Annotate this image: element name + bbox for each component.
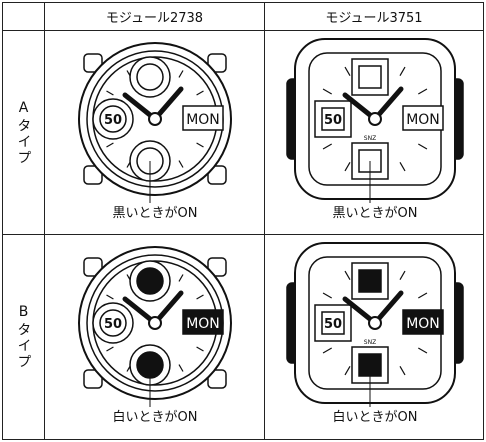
row-label: Bタイプ (2, 234, 45, 440)
hand-pin (368, 316, 382, 330)
day-display: MON (186, 112, 220, 128)
dial-tick (196, 90, 204, 96)
subdial-label: SNZ (364, 339, 376, 346)
subdial-center (136, 63, 164, 91)
watch-cell: 50 MON 黒いときがON (44, 30, 265, 235)
seconds-display: 50 (324, 113, 342, 128)
dial-tick (106, 90, 114, 96)
subdial-center (358, 65, 382, 89)
watch-illustration: 50 MON 黒いときがON (78, 42, 232, 221)
subdial-label: SNZ (364, 135, 376, 142)
dial-tick (196, 346, 204, 352)
dial-tick (344, 162, 351, 172)
dial-tick (418, 292, 428, 299)
watch-illustration: 50 SNZ MON 黒いときがON (286, 38, 464, 221)
subdial-center (321, 311, 345, 335)
dial-tick (344, 270, 351, 280)
dial-tick (178, 364, 184, 372)
dial-tick (322, 347, 332, 354)
watch-illustration: 50 SNZ MON 白いときがON (286, 242, 464, 425)
watch-cell: 50 SNZ MON 黒いときがON (264, 30, 484, 235)
dial-tick (196, 294, 204, 300)
digital-window (402, 105, 444, 131)
lug (207, 257, 227, 277)
dial-tick (418, 143, 428, 150)
seconds-display: 50 (324, 317, 342, 332)
corner-cell (2, 2, 45, 31)
dial-tick (344, 366, 351, 376)
column-header: モジュール2738 (44, 2, 265, 31)
dial-tick (399, 162, 406, 172)
watch-cell: 50 SNZ MON 白いときがON (264, 234, 484, 440)
day-display: MON (406, 316, 440, 332)
subdial-center (136, 267, 164, 295)
dial-tick (399, 366, 406, 376)
dial-tick (322, 292, 332, 299)
lug (83, 165, 103, 185)
dial-tick (344, 66, 351, 76)
lug (207, 165, 227, 185)
digital-window (402, 309, 444, 335)
subdial-center (99, 105, 127, 133)
dial-tick (196, 142, 204, 148)
dial-tick (322, 143, 332, 150)
hand-pin (148, 112, 162, 126)
lug (83, 257, 103, 277)
caption: 白いときがON (113, 409, 198, 425)
caption: 白いときがON (333, 409, 418, 425)
day-display: MON (406, 112, 440, 128)
digital-window (182, 309, 224, 335)
watch-illustration: 50 MON 白いときがON (78, 246, 232, 425)
seconds-display: 50 (104, 317, 122, 332)
dial-tick (322, 88, 332, 95)
day-display: MON (186, 316, 220, 332)
dial-tick (178, 70, 184, 78)
column-header: モジュール3751 (264, 2, 484, 31)
dial-tick (106, 294, 114, 300)
dial-tick (418, 88, 428, 95)
lug (83, 369, 103, 389)
digital-window (182, 105, 224, 131)
caption: 黒いときがON (113, 206, 198, 221)
caption: 黒いときがON (333, 206, 418, 221)
dial-tick (178, 160, 184, 168)
watch-cell: 50 MON 白いときがON (44, 234, 265, 440)
subdial-center (99, 309, 127, 337)
seconds-display: 50 (104, 113, 122, 128)
dial-tick (106, 142, 114, 148)
hand-pin (368, 112, 382, 126)
dial-tick (399, 270, 406, 280)
dial-tick (399, 66, 406, 76)
dial-tick (106, 346, 114, 352)
lug (83, 53, 103, 73)
subdial-center (321, 107, 345, 131)
lug (207, 369, 227, 389)
lug (207, 53, 227, 73)
subdial-center (358, 269, 382, 293)
dial-tick (418, 347, 428, 354)
row-label: Aタイプ (2, 30, 45, 235)
dial-tick (178, 274, 184, 282)
hand-pin (148, 316, 162, 330)
